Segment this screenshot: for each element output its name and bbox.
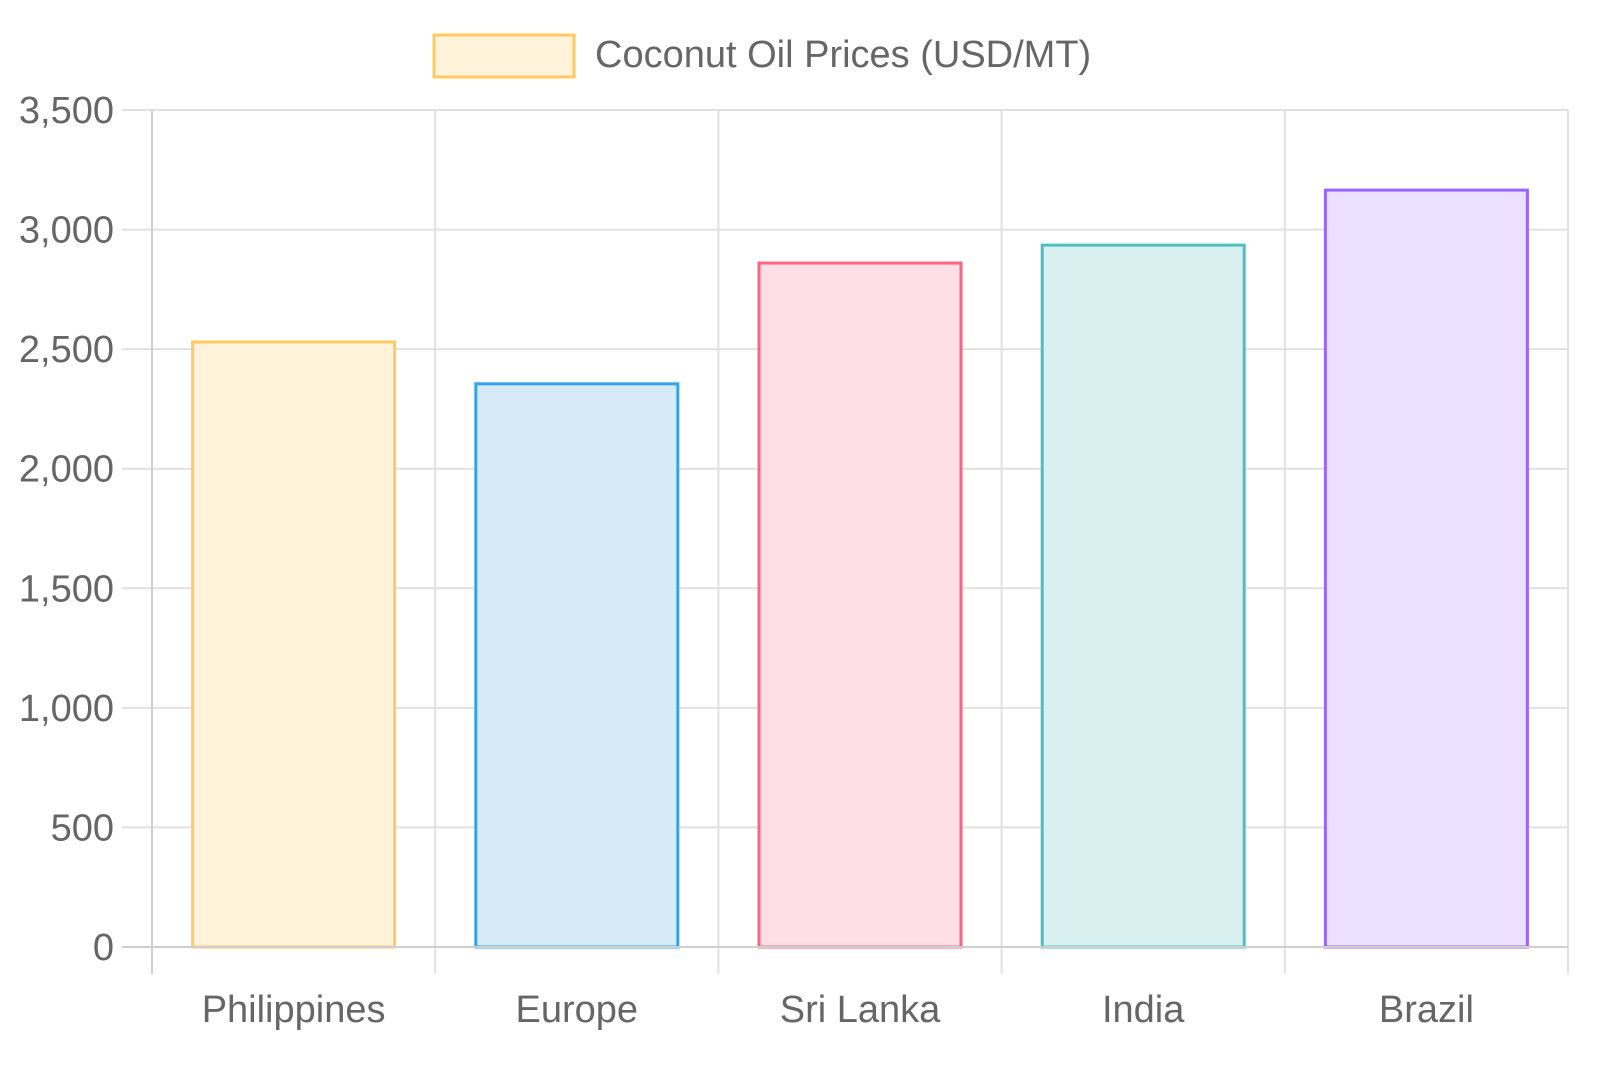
x-tick-label: Sri Lanka (780, 989, 941, 1031)
bar-india[interactable] (1040, 243, 1246, 949)
x-tick-label: Philippines (202, 989, 386, 1031)
x-tick-label: India (1102, 989, 1185, 1031)
y-axis-labels: 0 500 1,000 1,500 2,000 2,500 3,000 3,500 (19, 90, 114, 969)
legend-label: Coconut Oil Prices (USD/MT) (595, 34, 1091, 76)
legend-swatch (432, 33, 576, 79)
x-axis-labels: Philippines Europe Sri Lanka India Brazil (202, 989, 1474, 1031)
bar-europe[interactable] (474, 382, 680, 949)
x-tick-label: Brazil (1379, 989, 1474, 1031)
x-tick-label: Europe (516, 989, 639, 1031)
y-tick-label: 2,500 (19, 329, 114, 371)
chart-bars (191, 188, 1529, 949)
y-tick-label: 1,000 (19, 688, 114, 730)
bar-sri-lanka[interactable] (757, 261, 963, 949)
bar-philippines[interactable] (191, 340, 397, 949)
y-tick-label: 1,500 (19, 568, 114, 610)
y-tick-label: 0 (93, 927, 114, 969)
y-tick-label: 3,000 (19, 210, 114, 252)
bar-brazil[interactable] (1323, 188, 1529, 949)
y-tick-label: 500 (51, 807, 114, 849)
chart-legend[interactable]: Coconut Oil Prices (USD/MT) (432, 33, 1091, 79)
chart-axes (151, 110, 1568, 974)
y-tick-label: 3,500 (19, 90, 114, 132)
y-tick-label: 2,000 (19, 449, 114, 491)
